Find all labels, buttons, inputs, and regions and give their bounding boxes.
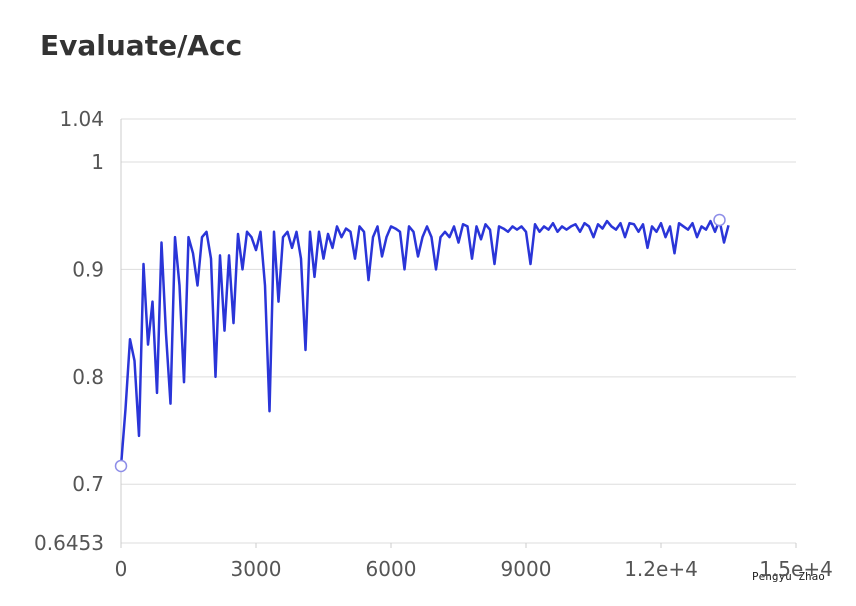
x-tick-label: 1.2e+4 [624, 557, 698, 581]
x-tick-label: 6000 [366, 557, 417, 581]
y-tick-label: 1 [91, 150, 104, 174]
line [119, 218, 730, 467]
x-tick-label: 3000 [231, 557, 282, 581]
y-tick-label: 0.8 [72, 365, 104, 389]
y-tick-label: 0.7 [72, 472, 104, 496]
author: Pengyu Zhao [752, 570, 825, 583]
x-tick-label: 0 [115, 557, 128, 581]
y-tick-label: 1.04 [59, 107, 104, 131]
x-tick-label: 1.5e+4 [759, 557, 833, 581]
chart-title: Evaluate/Acc [40, 29, 242, 62]
y-tick-label: 0.6453 [34, 531, 104, 555]
point-marker [114, 459, 128, 473]
point-marker [713, 213, 726, 227]
y-tick-label: 0.9 [72, 257, 104, 281]
x-tick-label: 9000 [501, 557, 552, 581]
